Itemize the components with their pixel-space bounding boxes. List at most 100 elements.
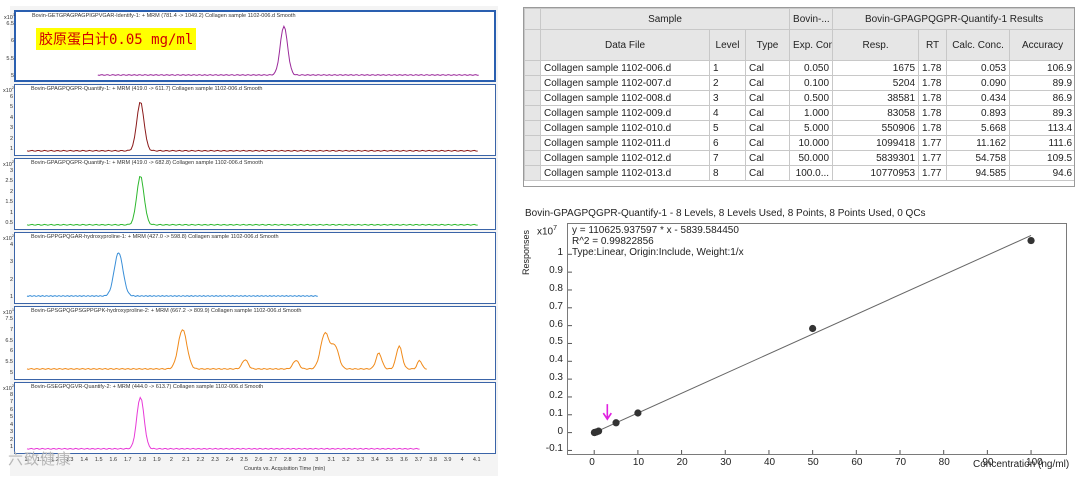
x-tick-label: 2.4 — [225, 457, 234, 463]
table-cell: 5.000 — [789, 120, 834, 136]
y-tick-label: 0 — [557, 425, 563, 437]
table-cell: Cal — [744, 60, 791, 76]
table-cell: Cal — [744, 90, 791, 106]
calibration-plot-area[interactable] — [567, 223, 1067, 455]
calibration-point[interactable] — [809, 324, 817, 333]
table-cell: 0.893 — [946, 105, 1011, 121]
table-row[interactable]: Collagen sample 1102-010.d 5 Cal 5.000 55090… — [524, 120, 1074, 136]
row-selector[interactable] — [524, 60, 541, 76]
x-tick-label: 1.2 — [51, 457, 59, 463]
group-header-sample[interactable]: Sample — [539, 8, 791, 30]
x-axis-title: Counts vs. Acquisition Time (min) — [244, 466, 326, 472]
y-tick-label: 1 — [9, 146, 13, 152]
table-cell: Cal — [744, 105, 791, 121]
x-tick-label: 1.5 — [94, 457, 103, 463]
table-cell: 1.78 — [918, 105, 948, 121]
x-tick-label: 3.6 — [400, 457, 408, 463]
x-tick-label: 1.3 — [65, 457, 74, 463]
table-row[interactable]: Collagen sample 1102-013.d 8 Cal 100.0... 10… — [524, 165, 1074, 181]
table-row[interactable]: Collagen sample 1102-007.d 2 Cal 0.100 5204 1… — [524, 75, 1074, 91]
table-cell: 1.78 — [918, 90, 948, 106]
calibration-point[interactable] — [594, 427, 603, 435]
row-selector[interactable] — [524, 90, 541, 106]
chromatogram-panel-3[interactable]: x102 Bovin-GPAGPQGPR-Quantify-1: + MRM (4… — [3, 158, 496, 230]
row-selector[interactable] — [524, 120, 541, 136]
row-selector[interactable] — [524, 165, 541, 181]
column-header-type[interactable]: Type — [744, 29, 791, 61]
table-cell: Cal — [744, 120, 791, 136]
calibration-point[interactable] — [634, 409, 642, 417]
y-tick-label: 2 — [9, 436, 13, 443]
chromatogram-trace-area — [26, 396, 420, 450]
y-tick-label: 3 — [9, 168, 13, 174]
chromatogram-trace-area — [97, 25, 479, 76]
column-header-calc-conc[interactable]: Calc. Conc. — [946, 29, 1011, 61]
row-selector[interactable] — [524, 75, 541, 91]
row-selector[interactable] — [524, 135, 541, 151]
column-header-exp-conc[interactable]: Exp. Conc. — [789, 29, 834, 61]
chromatogram-panel-5[interactable]: x101 Bovin-GPSGPQGPSGPPGPK-hydroxyproline… — [3, 306, 496, 380]
calibration-point[interactable] — [612, 419, 620, 427]
table-cell: 2 — [709, 75, 746, 91]
x-tick-label: 3.5 — [385, 457, 394, 463]
x-tick-label: 2.1 — [182, 457, 190, 463]
chromatogram-panel-4[interactable]: x102 Bovin-GPPGPQGAR-hydroxyproline-1: + … — [3, 232, 496, 304]
table-row[interactable]: Collagen sample 1102-006.d 1 Cal 0.050 1675 1… — [524, 60, 1074, 76]
table-row[interactable]: Collagen sample 1102-009.d 4 Cal 1.000 83058… — [524, 105, 1074, 121]
column-header-rt[interactable]: RT — [918, 29, 948, 61]
chromatogram-trace — [26, 101, 478, 152]
x-tick-label: 3.7 — [414, 457, 423, 463]
chromatogram-panel-6[interactable]: x102 Bovin-GSEGPQGVR-Quantify-2: + MRM (4… — [3, 382, 496, 454]
y-tick-label: 6 — [9, 406, 13, 413]
y-exponent-label: x102 — [3, 85, 15, 94]
table-cell: 0.050 — [789, 60, 834, 76]
y-tick-label: 1 — [9, 209, 13, 216]
table-cell: 0.090 — [946, 75, 1011, 91]
column-header-level[interactable]: Level — [709, 29, 746, 61]
y-tick-label: 4 — [9, 421, 13, 428]
x-tick-label: 40 — [763, 457, 776, 468]
chromatogram-panel-2[interactable]: x102 Bovin-GPAGPQGPR-Quantify-1: + MRM (4… — [3, 84, 496, 156]
chromatogram-panel-1[interactable]: x101 Bovin-GETGPAGPAGPIGPVGAR-Identify-1:… — [4, 10, 496, 82]
table-cell: 0.053 — [946, 60, 1011, 76]
group-header-bovin[interactable]: Bovin-... — [789, 8, 834, 30]
y-tick-label: 7.5 — [5, 316, 13, 322]
table-cell: 89.9 — [1009, 75, 1074, 91]
chromatogram-title: Bovin-GSEGPQGVR-Quantify-2: + MRM (444.0… — [31, 384, 264, 390]
calibration-point[interactable] — [1027, 236, 1035, 245]
column-header-data-file[interactable]: Data File — [540, 29, 710, 61]
row-selector[interactable] — [524, 150, 541, 166]
chromatogram-trace — [26, 329, 427, 370]
x-tick-label: 0 — [589, 457, 595, 468]
row-selector[interactable] — [524, 105, 541, 121]
y-tick-label: -0.1 — [545, 443, 563, 455]
y-tick-label: 0.7 — [549, 300, 563, 312]
y-tick-label: 5 — [9, 370, 13, 376]
calibration-y-label: Responses — [521, 229, 531, 275]
table-cell: Collagen sample 1102-010.d — [540, 120, 710, 136]
y-exponent-label: x101 — [4, 12, 16, 21]
table-cell: 11.162 — [946, 135, 1011, 151]
table-cell: 1.77 — [918, 135, 948, 151]
x-tick-label: 2.7 — [269, 457, 277, 463]
column-header-resp[interactable]: Resp. — [832, 29, 920, 61]
table-cell: Cal — [744, 75, 791, 91]
chromatogram-trace-area — [26, 175, 478, 226]
y-tick-label: 0.8 — [549, 282, 563, 294]
table-row[interactable]: Collagen sample 1102-011.d 6 Cal 10.000 1099… — [524, 135, 1074, 151]
column-header-accuracy[interactable]: Accuracy — [1009, 29, 1074, 61]
x-tick-label: 4.1 — [472, 457, 481, 463]
table-row[interactable]: Collagen sample 1102-008.d 3 Cal 0.500 38581… — [524, 90, 1074, 106]
table-cell: 8 — [709, 165, 746, 181]
chromatogram-trace-area — [26, 101, 478, 152]
table-cell: 550906 — [832, 120, 920, 136]
chromatogram-trace-area — [26, 329, 427, 370]
table-cell: 10.000 — [789, 135, 834, 151]
group-header-results[interactable]: Bovin-GPAGPQGPR-Quantify-1 Results — [832, 8, 1074, 30]
table-cell: Collagen sample 1102-011.d — [540, 135, 710, 151]
calibration-x-label: Concentration (ng/ml) — [973, 459, 1070, 470]
x-tick-label: 2.6 — [254, 457, 263, 463]
table-row[interactable]: Collagen sample 1102-012.d 7 Cal 50.000 5839… — [524, 150, 1074, 166]
fit-type: Type:Linear, Origin:Include, Weight:1/x — [572, 247, 744, 258]
x-tick-label: 3.4 — [371, 457, 379, 463]
